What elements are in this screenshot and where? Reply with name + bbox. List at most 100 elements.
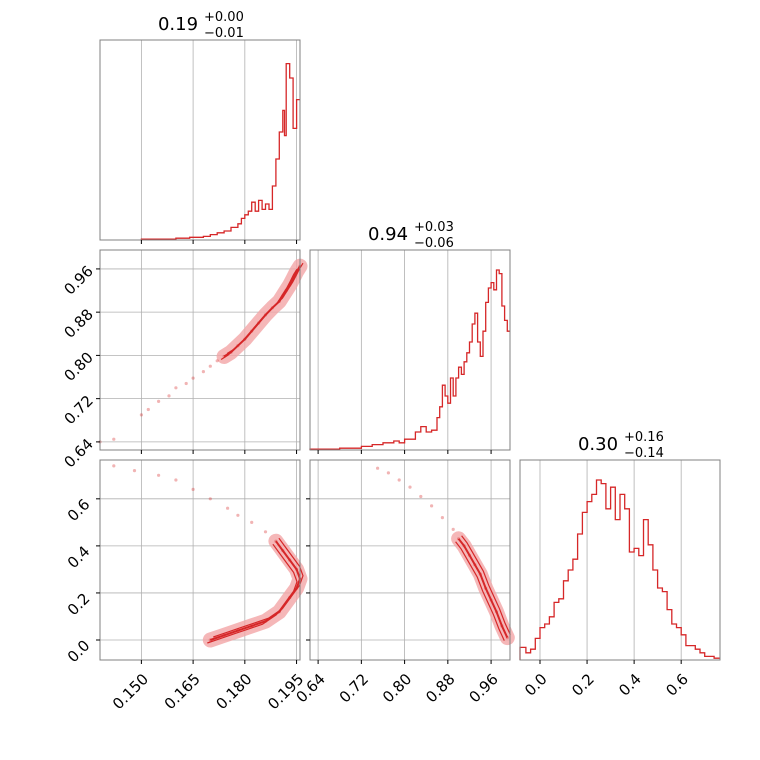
sample-point xyxy=(222,354,226,359)
sample-point xyxy=(263,619,268,623)
data-marks-layer xyxy=(98,62,720,660)
histogram-step-line-1 xyxy=(309,269,510,450)
sample-point xyxy=(281,549,285,553)
sample-point xyxy=(430,504,434,508)
sample-point xyxy=(274,539,278,543)
sample-point xyxy=(467,553,472,557)
sample-point xyxy=(174,478,178,482)
sample-point xyxy=(243,337,247,341)
histogram-step-line-0 xyxy=(140,62,300,240)
density-contour xyxy=(457,538,509,639)
y-tick-label: 0.64 xyxy=(61,435,97,471)
sample-point xyxy=(208,364,212,368)
y-tick-label: 0.6 xyxy=(64,495,94,525)
sample-point xyxy=(250,520,254,525)
sample-point xyxy=(457,537,461,541)
panel-frame xyxy=(519,459,721,661)
sample-point xyxy=(236,629,240,633)
sample-point xyxy=(263,530,268,534)
x-tick-label: 0.180 xyxy=(212,670,255,713)
density-contour-offset xyxy=(213,537,304,638)
sample-point xyxy=(478,572,482,576)
sample-point xyxy=(201,370,205,374)
sample-point xyxy=(157,399,161,403)
y-tick-label: 0.0 xyxy=(64,637,94,667)
density-fill-layer xyxy=(202,258,515,648)
title-plus-error: +0.00 xyxy=(204,10,244,25)
sample-point xyxy=(222,633,226,637)
sample-point xyxy=(281,294,285,298)
sample-point xyxy=(277,610,281,614)
panel-title-2: 0.30 xyxy=(578,434,618,455)
sample-point xyxy=(184,381,188,386)
panel-title-0: 0.19 xyxy=(158,14,198,35)
title-plus-error: +0.16 xyxy=(624,430,664,445)
sample-point xyxy=(174,386,178,390)
sample-point xyxy=(288,558,292,562)
panel-frame xyxy=(99,39,301,241)
sample-point xyxy=(139,413,143,417)
y-tick-label: 0.96 xyxy=(61,262,97,298)
sample-point xyxy=(295,270,299,274)
density-band-outer xyxy=(216,258,308,364)
title-minus-error: −0.14 xyxy=(624,446,664,461)
x-tick-label: 0.2 xyxy=(568,670,598,700)
title-median: 0.94 xyxy=(368,224,408,245)
x-tick-label: 0.165 xyxy=(161,670,204,713)
sample-point xyxy=(376,466,380,470)
sample-point xyxy=(505,636,509,640)
y-tick-label: 0.4 xyxy=(64,542,94,572)
sample-point xyxy=(440,516,444,520)
sample-point xyxy=(226,506,230,510)
sample-point xyxy=(484,586,488,590)
density-contour xyxy=(209,540,301,641)
sample-point xyxy=(473,563,477,567)
sample-point xyxy=(263,313,268,317)
x-tick-label: 0.4 xyxy=(615,670,645,700)
sample-point xyxy=(250,624,254,628)
sample-point xyxy=(157,473,161,477)
sample-point xyxy=(291,277,295,281)
y-tick-label: 0.2 xyxy=(64,589,94,619)
sample-point xyxy=(208,638,212,642)
panel-frame xyxy=(99,459,301,661)
sample-point xyxy=(167,394,171,398)
sample-point xyxy=(397,478,401,482)
panel-frames-layer xyxy=(99,39,721,661)
sample-point xyxy=(146,407,150,412)
sample-point xyxy=(112,464,116,468)
sample-point xyxy=(288,283,292,287)
sample-point xyxy=(250,329,254,333)
x-tick-label: 0.88 xyxy=(422,670,458,706)
sample-point xyxy=(215,359,219,363)
title-median: 0.19 xyxy=(158,14,198,35)
density-contour-offset xyxy=(455,541,505,641)
sample-point xyxy=(191,487,195,491)
panel-frame xyxy=(99,249,301,451)
sample-point xyxy=(500,624,504,628)
title-plus-error: +0.03 xyxy=(414,220,454,235)
panel-title-1: 0.94 xyxy=(368,224,408,245)
sample-point xyxy=(270,306,274,310)
grid-layer xyxy=(100,40,682,660)
sample-point xyxy=(112,437,116,441)
title-median: 0.30 xyxy=(578,434,618,455)
x-tick-label: 0.80 xyxy=(379,670,415,706)
sample-point xyxy=(386,471,390,475)
x-tick-label: 0.150 xyxy=(109,670,152,713)
sample-point xyxy=(132,469,137,473)
sample-point xyxy=(236,513,240,517)
histogram-step-line-2 xyxy=(519,479,720,660)
panel-frame xyxy=(309,459,511,661)
titles-layer: 0.19 +0.00−0.01 0.94 +0.03−0.06 0.30 +0.16−0.… xyxy=(158,10,664,461)
y-tick-label: 0.72 xyxy=(61,392,97,428)
x-tick-label: 0.6 xyxy=(662,670,692,700)
x-tick-label: 0.96 xyxy=(465,670,501,706)
sample-point xyxy=(295,567,299,572)
sample-point xyxy=(494,610,499,614)
sample-point xyxy=(408,485,412,489)
density-contour-offset xyxy=(461,535,511,635)
sample-point xyxy=(277,299,281,303)
